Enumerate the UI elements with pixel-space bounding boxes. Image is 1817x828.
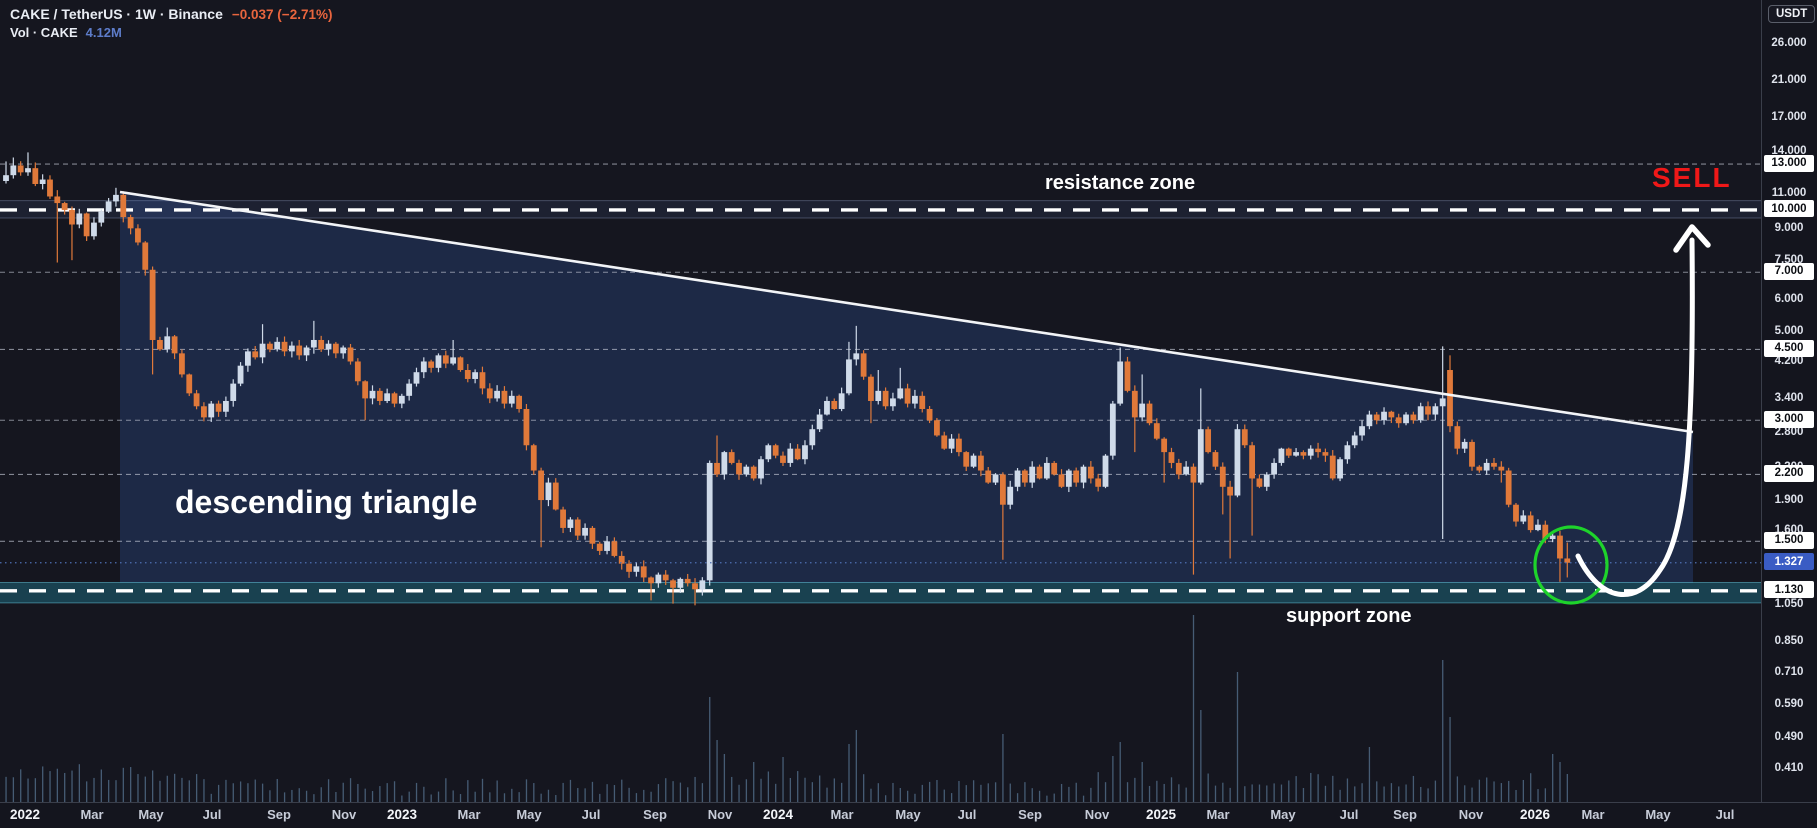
time-label-month: Mar xyxy=(1206,807,1230,822)
price-tick: 17.000 xyxy=(1771,111,1807,124)
price-tick: 26.000 xyxy=(1771,37,1807,49)
time-label-year: 2025 xyxy=(1145,807,1177,822)
time-label-month: May xyxy=(1270,807,1296,822)
time-label-year: 2024 xyxy=(762,807,794,822)
price-level-badge: 13.000 xyxy=(1764,154,1814,172)
time-label-month: Jul xyxy=(1715,807,1735,822)
time-axis[interactable]: 2022 Mar May Jul Sep Nov 2023 Mar May Jul Sep Nov 20… xyxy=(0,802,1817,828)
price-tick: 6.000 xyxy=(1774,293,1804,306)
time-label-month: Mar xyxy=(830,807,854,822)
price-axis[interactable]: USDT 26.000 21.000 17.000 14.000 11.000 9.000… xyxy=(1761,0,1817,803)
price-level-badge: 2.200 xyxy=(1764,464,1814,482)
price-tick: 14.000 xyxy=(1771,145,1807,158)
triangle-shading[interactable] xyxy=(120,192,1693,583)
price-tick: 1.900 xyxy=(1774,494,1804,507)
time-label-month: Nov xyxy=(1084,807,1110,822)
price-tick: 0.710 xyxy=(1774,666,1804,679)
price-tick: 11.000 xyxy=(1771,187,1807,200)
time-label-month: Sep xyxy=(643,807,667,822)
price-level-badge: 4.500 xyxy=(1764,339,1814,357)
support-zone-label[interactable]: support zone xyxy=(1286,605,1412,627)
volume-indicator-label[interactable]: Vol · CAKE xyxy=(10,25,78,40)
time-label-month: Nov xyxy=(707,807,733,822)
support-zone-band[interactable] xyxy=(0,582,1762,604)
time-label-month: May xyxy=(895,807,921,822)
price-level-badge: 1.500 xyxy=(1764,531,1814,549)
price-tick: 21.000 xyxy=(1771,74,1807,87)
time-label-month: Sep xyxy=(1393,807,1417,822)
time-label-month: Sep xyxy=(1018,807,1042,822)
highlight-circle[interactable] xyxy=(1533,525,1609,605)
time-label-month: May xyxy=(138,807,164,822)
time-label-month: May xyxy=(1645,807,1671,822)
time-label-year: 2023 xyxy=(386,807,418,822)
currency-badge: USDT xyxy=(1768,5,1816,23)
price-tick: 0.590 xyxy=(1774,698,1804,711)
volume-value: 4.12M xyxy=(85,25,122,40)
price-tick: 5.000 xyxy=(1774,325,1804,338)
resistance-zone-label[interactable]: resistance zone xyxy=(1045,172,1196,194)
time-label-month: Jul xyxy=(202,807,222,822)
volume-bars xyxy=(5,615,1568,802)
time-label-year: 2022 xyxy=(9,807,41,822)
price-tick: 0.410 xyxy=(1774,761,1804,774)
price-level-lines xyxy=(0,163,1762,593)
time-label-month: Mar xyxy=(80,807,104,822)
price-tick: 0.490 xyxy=(1774,730,1804,743)
time-label-month: Nov xyxy=(1458,807,1484,822)
time-label-month: Sep xyxy=(267,807,291,822)
time-label-month: Jul xyxy=(957,807,977,822)
time-label-month: Jul xyxy=(1339,807,1359,822)
price-tick: 9.000 xyxy=(1774,222,1804,235)
projection-arrow[interactable] xyxy=(1575,224,1711,597)
price-level-badge: 10.000 xyxy=(1764,200,1814,218)
descending-triangle-label[interactable]: descending triangle xyxy=(175,484,478,520)
price-level-badge: 1.130 xyxy=(1764,581,1814,599)
price-tick: 0.850 xyxy=(1774,634,1804,647)
time-label-month: Mar xyxy=(1581,807,1605,822)
time-label-year: 2026 xyxy=(1519,807,1551,822)
time-label-month: May xyxy=(516,807,542,822)
time-label-month: Jul xyxy=(581,807,601,822)
price-tick: 3.400 xyxy=(1774,392,1804,405)
current-price-badge: 1.327 xyxy=(1764,553,1814,571)
price-tick: 1.050 xyxy=(1774,597,1804,610)
price-tick: 2.800 xyxy=(1774,426,1804,439)
descending-trendline[interactable] xyxy=(119,190,1694,434)
price-level-badge: 3.000 xyxy=(1764,410,1814,428)
time-label-month: Nov xyxy=(331,807,357,822)
candlesticks xyxy=(3,152,1571,606)
time-label-month: Mar xyxy=(457,807,481,822)
chart-legend: CAKE / TetherUS · 1W · Binance −0.037 (−2… xyxy=(10,5,332,42)
sell-label[interactable]: SELL xyxy=(1652,162,1732,193)
price-change: −0.037 (−2.71%) xyxy=(231,7,333,22)
symbol-title[interactable]: CAKE / TetherUS · 1W · Binance xyxy=(10,6,223,22)
price-tick: 4.200 xyxy=(1774,355,1804,368)
price-level-badge: 7.000 xyxy=(1764,262,1814,280)
